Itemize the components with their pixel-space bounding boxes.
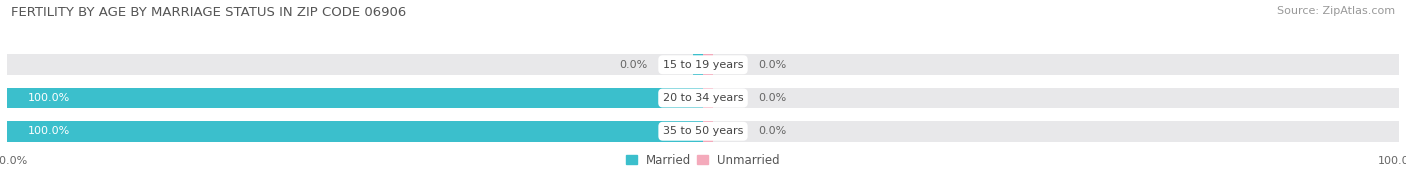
Text: 100.0%: 100.0%: [28, 93, 70, 103]
Bar: [7, 54, 1399, 75]
Bar: [703, 121, 713, 142]
Text: 35 to 50 years: 35 to 50 years: [662, 126, 744, 136]
Text: 100.0%: 100.0%: [28, 126, 70, 136]
Bar: [7, 88, 1399, 108]
Text: 0.0%: 0.0%: [619, 60, 647, 70]
Bar: [693, 54, 703, 75]
Text: 20 to 34 years: 20 to 34 years: [662, 93, 744, 103]
Text: 0.0%: 0.0%: [759, 93, 787, 103]
Bar: [7, 121, 1399, 142]
Text: 0.0%: 0.0%: [759, 60, 787, 70]
Text: 0.0%: 0.0%: [759, 126, 787, 136]
Bar: [703, 54, 713, 75]
Bar: [7, 121, 703, 142]
Bar: [703, 88, 713, 108]
Text: FERTILITY BY AGE BY MARRIAGE STATUS IN ZIP CODE 06906: FERTILITY BY AGE BY MARRIAGE STATUS IN Z…: [11, 6, 406, 19]
Text: 15 to 19 years: 15 to 19 years: [662, 60, 744, 70]
Text: Source: ZipAtlas.com: Source: ZipAtlas.com: [1277, 6, 1395, 16]
Bar: [7, 88, 703, 108]
Legend: Married, Unmarried: Married, Unmarried: [626, 154, 780, 167]
